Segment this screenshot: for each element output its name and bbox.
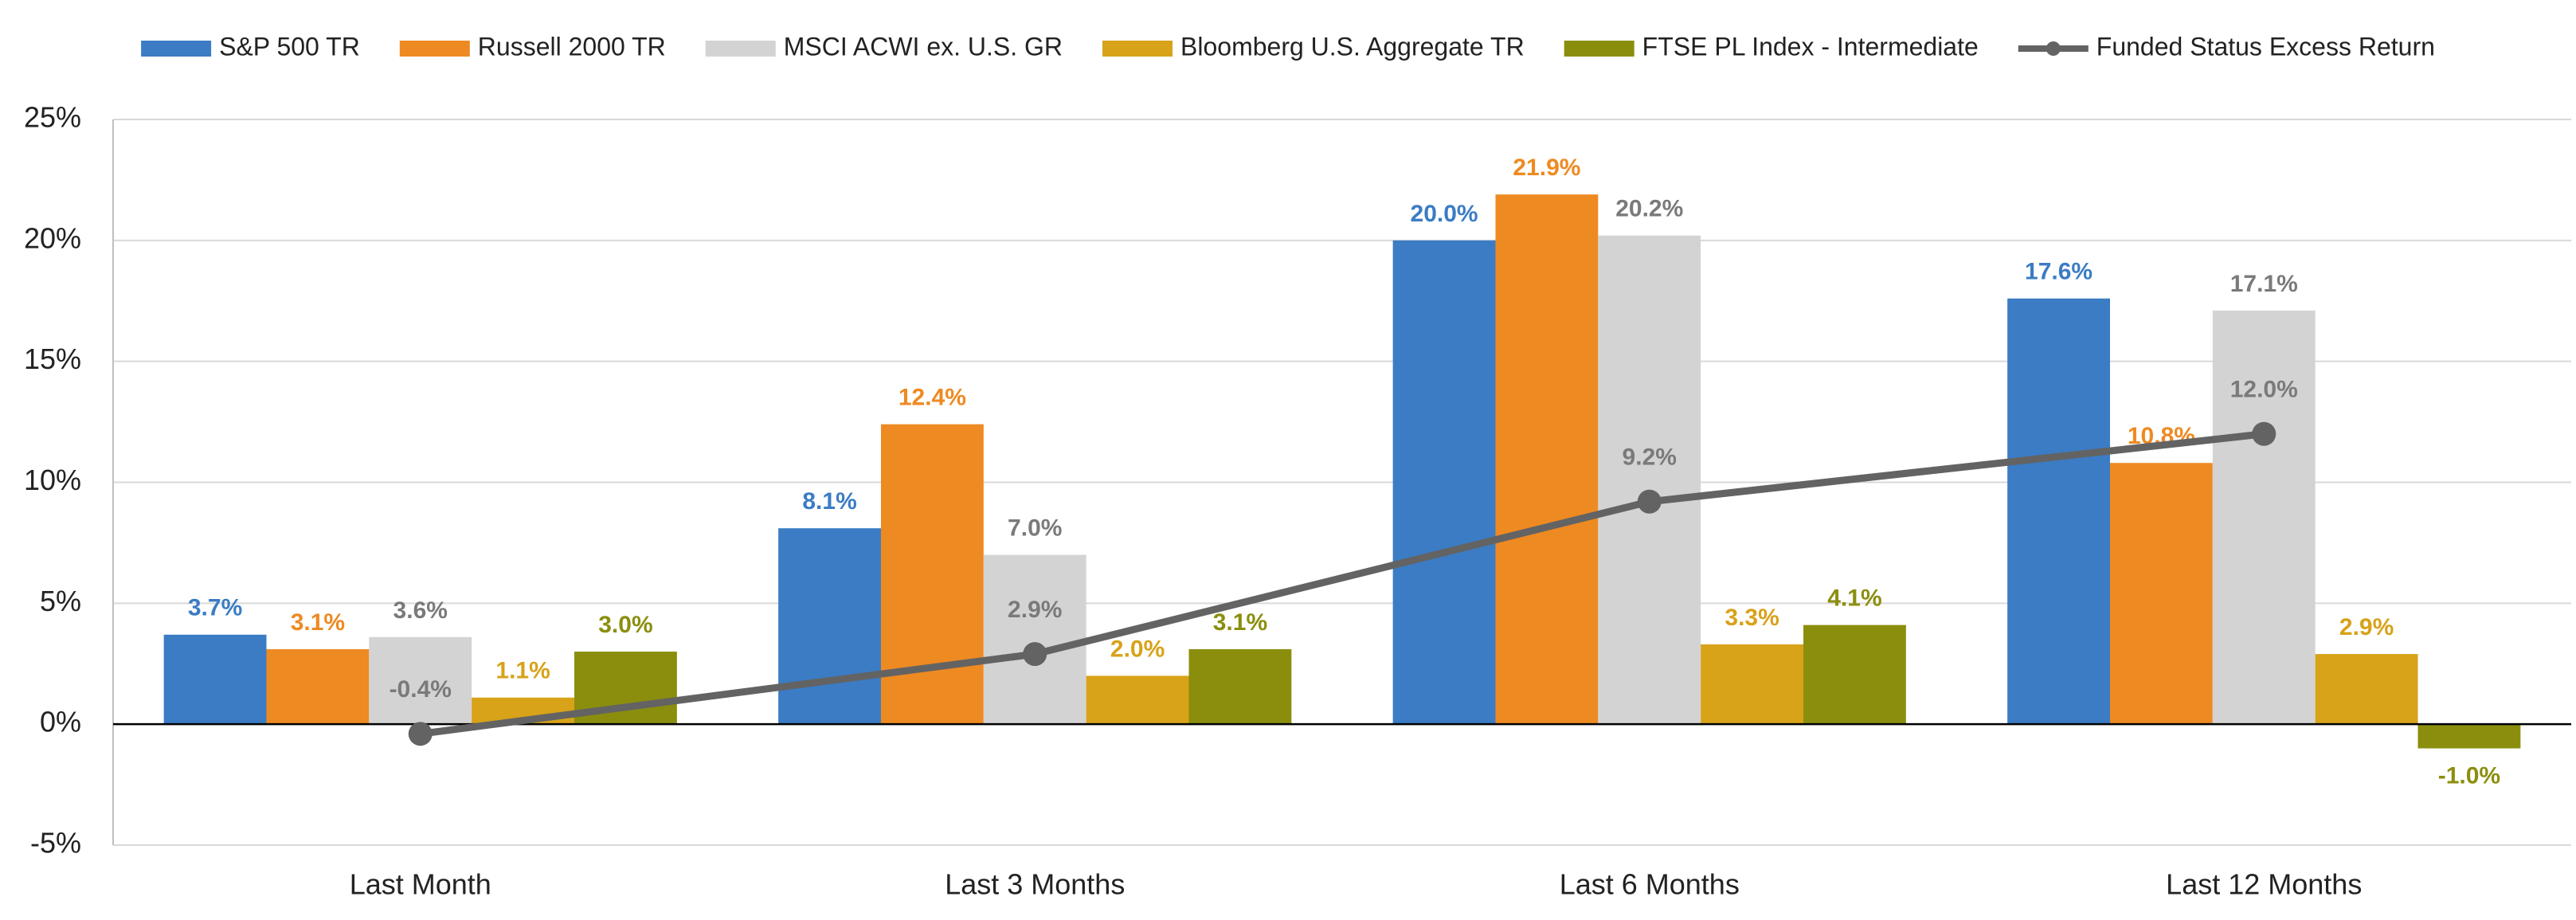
bar — [266, 649, 370, 725]
data-label: 9.2% — [1623, 444, 1677, 471]
bar — [1188, 649, 1292, 725]
data-label: 3.6% — [393, 597, 448, 624]
bar — [1392, 240, 1496, 725]
legend-swatch — [705, 41, 776, 57]
legend-swatch — [1564, 41, 1634, 57]
y-tick-label: 10% — [24, 464, 81, 496]
data-label: 20.2% — [1615, 196, 1683, 222]
data-label: 1.1% — [495, 658, 550, 684]
legend-swatch — [141, 41, 212, 57]
data-label: 3.0% — [598, 612, 652, 638]
y-tick-label: 15% — [24, 343, 81, 375]
bar — [163, 634, 267, 725]
y-tick-label: -5% — [30, 827, 81, 859]
bar — [1598, 235, 1701, 725]
bar — [2417, 724, 2521, 749]
bar — [1701, 644, 1804, 725]
legend-swatch — [1102, 41, 1173, 57]
data-label: 12.0% — [2230, 377, 2298, 403]
line-marker — [408, 722, 433, 746]
bar — [2212, 310, 2316, 725]
data-label: 2.9% — [1008, 597, 1062, 623]
line-marker — [1023, 642, 1047, 667]
legend-swatch — [399, 41, 470, 57]
line-marker — [1637, 489, 1662, 514]
line — [420, 430, 2265, 738]
bar — [983, 554, 1086, 725]
data-label: -0.4% — [390, 676, 452, 703]
bar — [1086, 675, 1189, 725]
legend-label: Russell 2000 TR — [478, 32, 666, 61]
bar — [2315, 654, 2418, 725]
data-label: 3.1% — [1213, 609, 1267, 636]
legend-label: Funded Status Excess Return — [2096, 32, 2435, 61]
data-label: 12.4% — [898, 385, 966, 411]
y-tick-label: 20% — [24, 221, 81, 254]
legend-label: MSCI ACWI ex. U.S. GR — [784, 32, 1063, 61]
data-label: 2.0% — [1110, 636, 1165, 662]
bar — [1803, 624, 1906, 725]
data-label: 17.1% — [2230, 271, 2298, 297]
data-label: 21.9% — [1513, 155, 1580, 181]
bar — [778, 528, 881, 725]
bar — [369, 636, 472, 725]
legend-label: FTSE PL Index - Intermediate — [1642, 32, 1979, 61]
data-label: 3.3% — [1725, 605, 1779, 631]
data-label: 3.7% — [188, 595, 242, 621]
x-tick-label: Last 3 Months — [945, 868, 1125, 901]
line-marker — [2252, 421, 2277, 446]
x-tick-label: Last Month — [350, 868, 491, 901]
data-label: 20.0% — [1411, 201, 1478, 227]
data-label: -1.0% — [2438, 762, 2500, 789]
data-label: 3.1% — [291, 609, 345, 636]
data-label: 17.6% — [2025, 259, 2093, 285]
bar — [2109, 463, 2213, 725]
data-label: 7.0% — [1008, 515, 1062, 542]
bar — [880, 424, 984, 725]
bar — [2007, 298, 2110, 725]
data-label: 2.9% — [2339, 614, 2394, 640]
legend-label: S&P 500 TR — [219, 32, 360, 61]
y-tick-label: 0% — [40, 706, 81, 738]
x-tick-label: Last 12 Months — [2166, 868, 2362, 901]
legend-swatch — [2046, 41, 2061, 56]
x-tick-label: Last 6 Months — [1560, 868, 1740, 901]
legend-label: Bloomberg U.S. Aggregate TR — [1180, 32, 1525, 61]
y-tick-label: 5% — [40, 585, 81, 617]
y-tick-label: 25% — [24, 101, 81, 134]
bar — [1495, 194, 1599, 725]
data-label: 4.1% — [1827, 585, 1881, 612]
data-label: 8.1% — [802, 488, 856, 515]
